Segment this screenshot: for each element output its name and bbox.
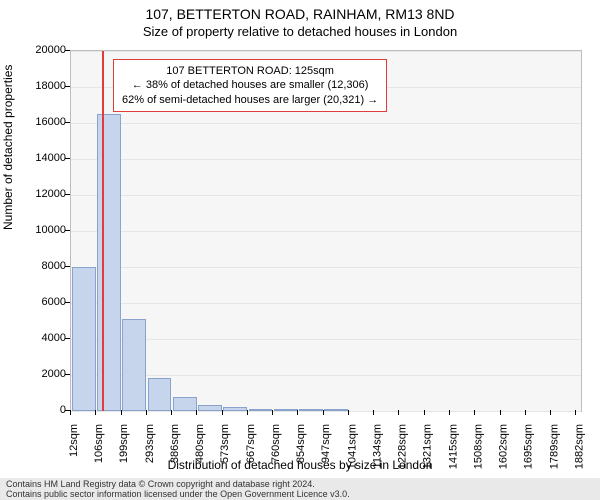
x-tick-mark	[575, 410, 576, 415]
gridline	[71, 375, 581, 376]
annotation-box: 107 BETTERTON ROAD: 125sqm← 38% of detac…	[113, 59, 387, 112]
chart-container: 107, BETTERTON ROAD, RAINHAM, RM13 8ND S…	[0, 0, 600, 500]
gridline	[71, 231, 581, 232]
gridline	[71, 411, 581, 412]
gridline	[71, 303, 581, 304]
histogram-bar	[299, 409, 323, 411]
y-tick-label: 12000	[16, 188, 66, 200]
title-main: 107, BETTERTON ROAD, RAINHAM, RM13 8ND	[0, 6, 600, 22]
x-tick-label: 12sqm	[68, 424, 80, 457]
gridline	[71, 267, 581, 268]
y-tick-mark	[65, 86, 70, 87]
x-tick-mark	[348, 410, 349, 415]
x-tick-mark	[222, 410, 223, 415]
gridline	[71, 339, 581, 340]
annotation-line: 107 BETTERTON ROAD: 125sqm	[122, 64, 378, 78]
y-tick-label: 14000	[16, 152, 66, 164]
x-tick-mark	[95, 410, 96, 415]
y-tick-mark	[65, 266, 70, 267]
x-axis-label: Distribution of detached houses by size …	[0, 458, 600, 472]
y-tick-mark	[65, 194, 70, 195]
footer: Contains HM Land Registry data © Crown c…	[0, 478, 600, 500]
x-tick-mark	[474, 410, 475, 415]
y-tick-label: 0	[16, 404, 66, 416]
histogram-bar	[249, 409, 273, 411]
x-tick-mark	[373, 410, 374, 415]
y-tick-mark	[65, 374, 70, 375]
histogram-bar	[198, 405, 222, 411]
footer-line-2: Contains public sector information licen…	[6, 490, 594, 500]
x-tick-mark	[247, 410, 248, 415]
x-tick-mark	[171, 410, 172, 415]
y-tick-label: 10000	[16, 224, 66, 236]
y-tick-label: 4000	[16, 332, 66, 344]
x-tick-mark	[525, 410, 526, 415]
histogram-bar	[148, 378, 172, 411]
gridline	[71, 159, 581, 160]
histogram-bar	[173, 397, 197, 411]
x-tick-mark	[272, 410, 273, 415]
x-tick-mark	[449, 410, 450, 415]
y-tick-mark	[65, 122, 70, 123]
x-tick-mark	[398, 410, 399, 415]
plot-area: 107 BETTERTON ROAD: 125sqm← 38% of detac…	[70, 50, 582, 412]
x-tick-mark	[323, 410, 324, 415]
annotation-line: ← 38% of detached houses are smaller (12…	[122, 78, 378, 92]
y-tick-label: 2000	[16, 368, 66, 380]
x-tick-mark	[297, 410, 298, 415]
y-tick-mark	[65, 230, 70, 231]
y-axis-label: Number of detached properties	[1, 65, 15, 230]
y-tick-label: 6000	[16, 296, 66, 308]
histogram-bar	[122, 319, 146, 411]
y-tick-mark	[65, 50, 70, 51]
histogram-bar	[274, 409, 298, 411]
x-tick-mark	[70, 410, 71, 415]
y-tick-mark	[65, 338, 70, 339]
y-tick-mark	[65, 302, 70, 303]
y-tick-label: 20000	[16, 44, 66, 56]
x-tick-mark	[550, 410, 551, 415]
histogram-bar	[72, 267, 96, 411]
x-tick-mark	[146, 410, 147, 415]
y-tick-label: 8000	[16, 260, 66, 272]
histogram-bar	[324, 409, 348, 411]
y-tick-label: 16000	[16, 116, 66, 128]
x-tick-mark	[500, 410, 501, 415]
subject-marker-line	[102, 51, 104, 411]
x-tick-mark	[196, 410, 197, 415]
gridline	[71, 51, 581, 52]
gridline	[71, 123, 581, 124]
histogram-bar	[223, 407, 247, 411]
annotation-line: 62% of semi-detached houses are larger (…	[122, 93, 378, 107]
y-tick-label: 18000	[16, 80, 66, 92]
x-tick-mark	[121, 410, 122, 415]
y-tick-mark	[65, 158, 70, 159]
title-sub: Size of property relative to detached ho…	[0, 24, 600, 39]
x-tick-mark	[424, 410, 425, 415]
gridline	[71, 195, 581, 196]
